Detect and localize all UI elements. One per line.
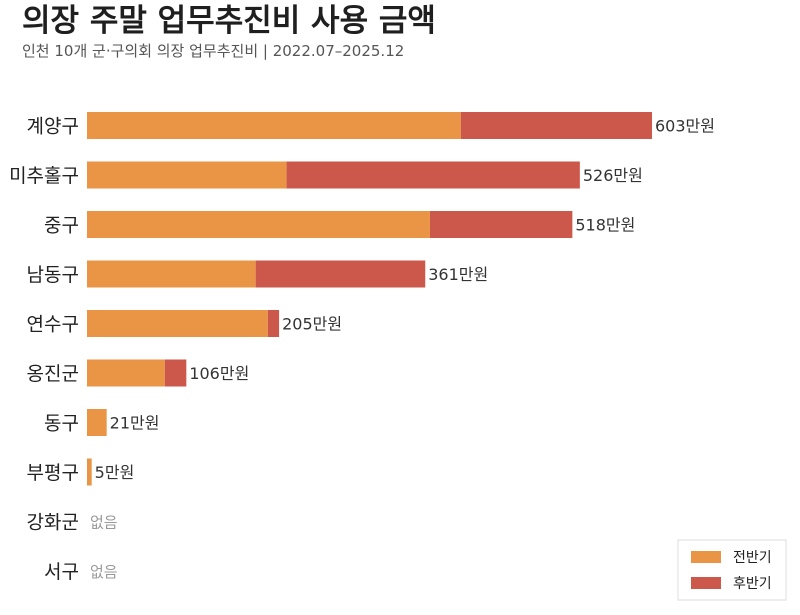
legend-label: 전반기	[733, 550, 772, 566]
value-label: 603만원	[655, 117, 715, 136]
bar-segment-second-half	[460, 112, 652, 139]
category-label: 서구	[44, 561, 79, 583]
category-label: 연수구	[27, 314, 79, 336]
bar-segment-first-half	[87, 409, 107, 436]
value-label: 526만원	[583, 166, 643, 185]
category-label: 부평구	[27, 462, 79, 484]
value-label: 518만원	[575, 216, 635, 235]
value-label: 106만원	[189, 364, 249, 383]
value-label: 21만원	[110, 414, 160, 433]
bar-segment-first-half	[87, 112, 461, 139]
legend-swatch	[691, 551, 721, 563]
category-label: 옹진군	[27, 363, 79, 385]
bar-segment-second-half	[429, 211, 573, 238]
bar-segment-second-half	[286, 161, 580, 189]
legend-label: 후반기	[733, 576, 772, 592]
value-label: 205만원	[282, 315, 342, 334]
bar-segment-first-half	[87, 359, 165, 387]
category-label: 중구	[44, 215, 79, 237]
bar-segment-second-half	[267, 310, 280, 337]
value-label: 361만원	[428, 265, 488, 284]
category-label: 계양구	[27, 116, 79, 138]
chart-subtitle: 인천 10개 군·구의회 의장 업무추진비 | 2022.07–2025.12	[22, 42, 404, 60]
bar-segment-second-half	[164, 359, 187, 387]
bar-segment-second-half	[255, 260, 426, 288]
category-label: 동구	[44, 413, 79, 435]
no-data-label: 없음	[90, 563, 118, 581]
legend-box	[677, 539, 787, 601]
category-label: 남동구	[27, 264, 79, 286]
value-label: 5만원	[95, 463, 135, 482]
category-label: 강화군	[27, 512, 79, 534]
category-label: 미추홀구	[9, 165, 79, 187]
no-data-label: 없음	[90, 514, 118, 532]
legend-swatch	[691, 577, 721, 589]
chart-title: 의장 주말 업무추진비 사용 금액	[22, 3, 436, 39]
bar-segment-first-half	[87, 161, 287, 189]
bar-segment-first-half	[87, 310, 268, 337]
bar-segment-first-half	[87, 211, 430, 238]
bar-segment-first-half	[87, 458, 92, 486]
bar-segment-first-half	[87, 260, 256, 288]
